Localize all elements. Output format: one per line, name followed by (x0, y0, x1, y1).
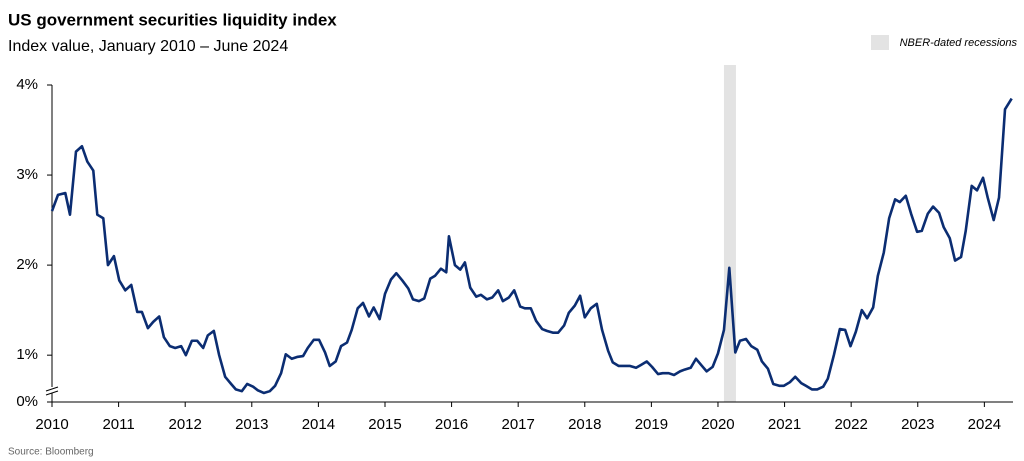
x-tick-label: 2020 (701, 416, 734, 433)
x-tick-label: 2019 (635, 416, 668, 433)
x-tick-label: 2017 (501, 416, 534, 433)
axis-break (45, 390, 59, 396)
data-line (50, 97, 1013, 395)
x-tick-label: 2021 (768, 416, 801, 433)
y-tick-label: 4% (16, 76, 38, 93)
recession-band (723, 65, 736, 402)
legend-swatch (871, 35, 889, 50)
y-tick-label: 3% (16, 166, 38, 183)
source: Source: Bloomberg (8, 447, 94, 458)
x-tick-label: 2011 (102, 416, 134, 433)
axis-break (45, 386, 59, 392)
x-tick-label: 2015 (368, 416, 401, 433)
axis-break-gap (45, 387, 59, 393)
x-tick-label: 2016 (435, 416, 468, 433)
x-tick-label: 2018 (568, 416, 601, 433)
chart-subtitle: Index value, January 2010 – June 2024 (8, 38, 288, 55)
x-tick-label: 2014 (302, 416, 335, 433)
x-tick-label: 2022 (834, 416, 867, 433)
x-tick-label: 2010 (35, 416, 68, 433)
y-tick-label: 2% (16, 256, 38, 273)
legend-label: NBER-dated recessions (900, 37, 1018, 49)
chart-title: US government securities liquidity index (8, 10, 337, 29)
x-tick-label: 2012 (169, 416, 202, 433)
y-tick-label: 1% (16, 346, 38, 363)
x-tick-label: 2013 (235, 416, 268, 433)
x-tick-label: 2024 (968, 416, 1001, 433)
y-tick-label: 0% (16, 393, 38, 410)
x-tick-label: 2023 (901, 416, 934, 433)
